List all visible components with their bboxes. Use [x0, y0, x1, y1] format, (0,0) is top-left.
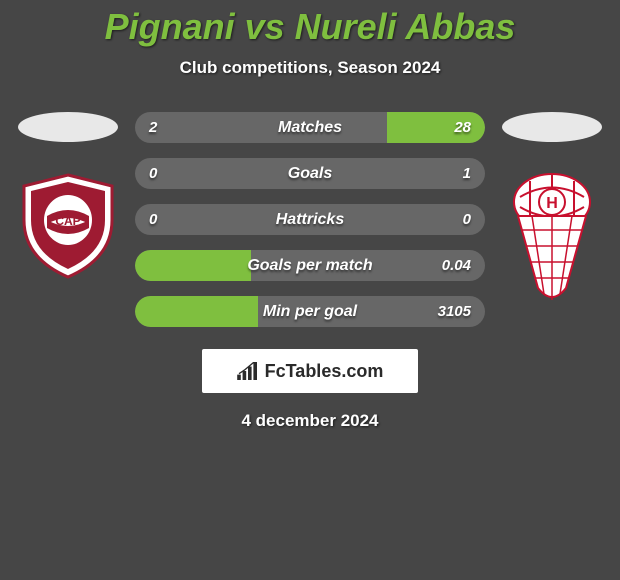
stat-bar: 0Hattricks0: [135, 204, 485, 235]
date-label: 4 december 2024: [0, 411, 620, 431]
right-player-face: [502, 112, 602, 142]
stat-bar: Goals per match0.04: [135, 250, 485, 281]
svg-text:H: H: [546, 195, 558, 212]
stat-bar: Min per goal3105: [135, 296, 485, 327]
stats-column: 2Matches28 0Goals1 0Hattricks0 Goals per ma…: [135, 112, 485, 327]
comparison-row: CAP 2Matches28 0Goals1 0Hattricks0 Goals pe…: [0, 112, 620, 327]
stat-value-right: 0.04: [431, 257, 471, 274]
stat-bar: 0Goals1: [135, 158, 485, 189]
stat-value-right: 3105: [431, 303, 471, 320]
left-player-face: [18, 112, 118, 142]
stat-value-right: 28: [431, 119, 471, 136]
right-player-col: H: [497, 112, 607, 306]
page-title: Pignani vs Nureli Abbas: [0, 6, 620, 48]
left-player-col: CAP: [13, 112, 123, 280]
stat-bar: 2Matches28: [135, 112, 485, 143]
left-team-crest: CAP: [18, 172, 118, 280]
brand-label: FcTables.com: [265, 361, 384, 382]
brand-chart-icon: [237, 362, 259, 380]
subtitle: Club competitions, Season 2024: [0, 58, 620, 78]
right-team-crest: H: [502, 172, 602, 306]
stat-value-right: 1: [431, 165, 471, 182]
brand-box[interactable]: FcTables.com: [202, 349, 418, 393]
stat-value-right: 0: [431, 211, 471, 228]
